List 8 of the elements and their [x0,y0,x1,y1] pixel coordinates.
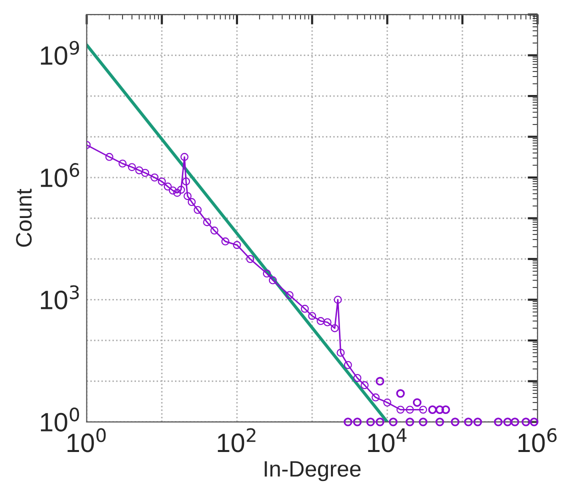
y-tick-label: 10$^{9}$ [40,40,79,65]
x-tick-label: 10$^{4}$ [368,428,406,452]
x-tick-label: 10$^{6}$ [518,428,557,452]
y-axis-title: Count [16,188,32,247]
x-tick-label: 10$^{2}$ [218,428,256,452]
x-axis-title: In-Degree [264,461,361,482]
y-tick-label: 10$^{3}$ [40,285,79,310]
y-tick-label: 10$^{6}$ [40,163,80,188]
